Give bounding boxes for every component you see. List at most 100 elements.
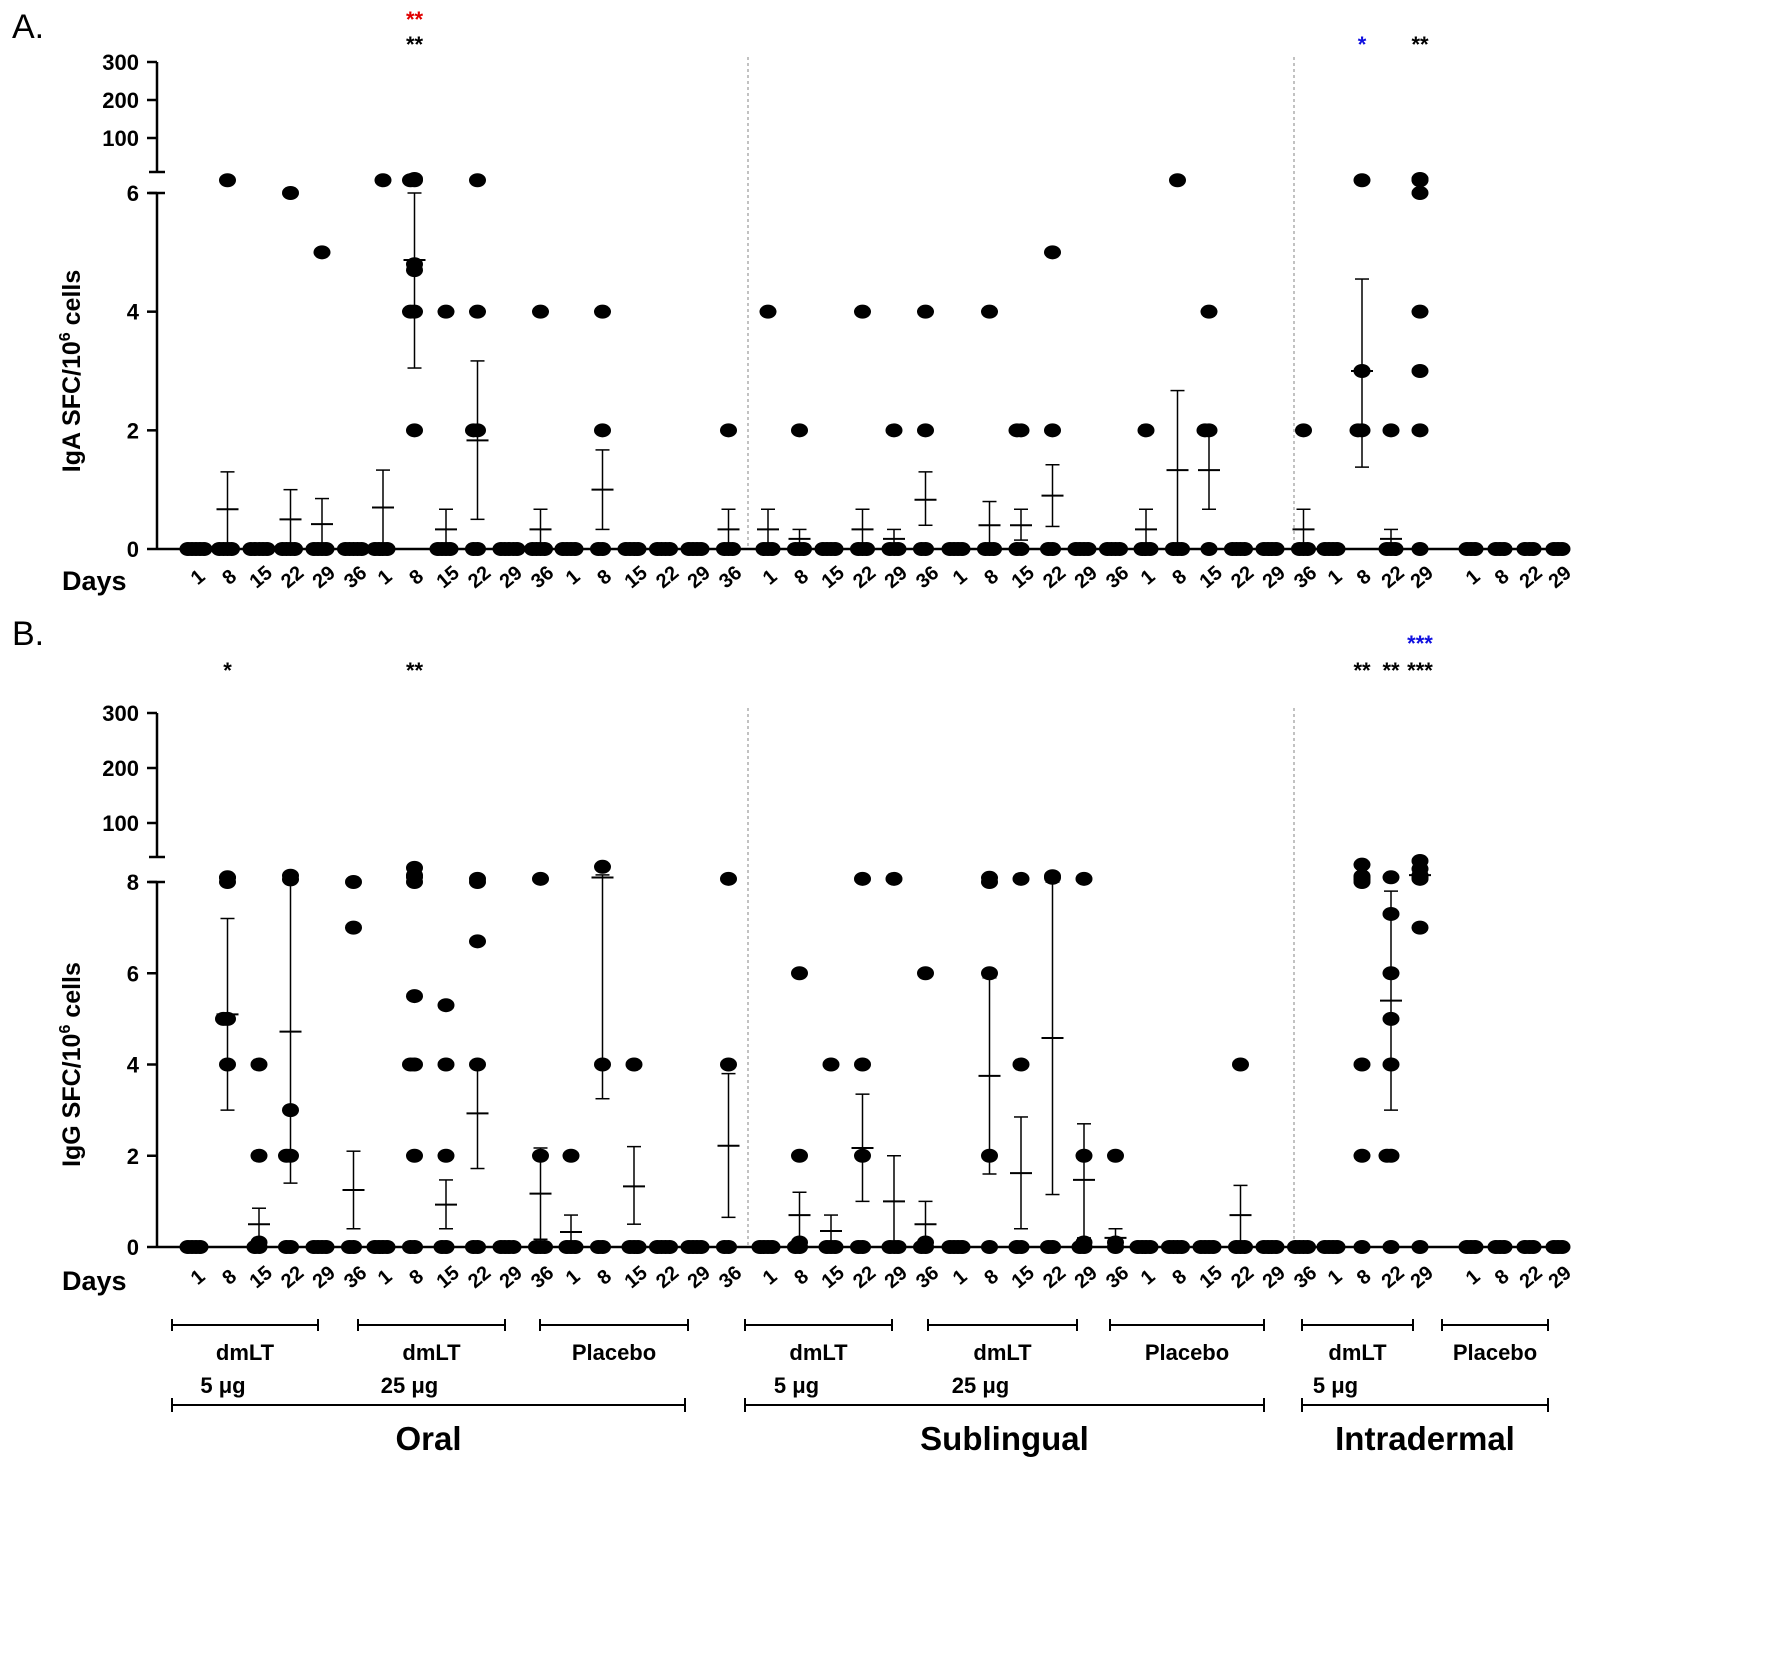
x-tick-label: 15 — [433, 1262, 464, 1293]
data-point — [1075, 1235, 1093, 1250]
data-point — [826, 1240, 844, 1254]
x-tick-label: 29 — [1545, 562, 1576, 593]
data-point — [720, 423, 737, 438]
route-label: Intradermal — [1335, 1420, 1515, 1457]
x-tick-label: 15 — [1008, 1262, 1039, 1293]
data-point — [1553, 542, 1571, 556]
x-tick-label: 15 — [1196, 1262, 1227, 1293]
y-tick-label: 4 — [127, 1053, 140, 1078]
data-point — [1378, 1148, 1396, 1163]
data-point — [469, 934, 486, 949]
data-point — [1008, 542, 1026, 556]
x-tick-label: 36 — [1102, 1262, 1133, 1293]
x-tick-label: 22 — [1227, 1262, 1258, 1293]
data-point — [465, 423, 482, 438]
significance-marker: ** — [406, 658, 424, 683]
y-tick-label: 4 — [127, 300, 140, 325]
x-tick-label: 1 — [759, 565, 782, 589]
data-point — [504, 1240, 522, 1254]
significance-marker: ** — [1353, 658, 1371, 683]
route-label: Sublingual — [920, 1420, 1089, 1457]
x-tick-label: 22 — [1039, 562, 1070, 593]
data-point — [692, 542, 710, 556]
data-point — [465, 542, 482, 556]
data-point — [590, 1240, 607, 1254]
data-point — [366, 542, 384, 556]
data-point — [1382, 870, 1400, 885]
y-tick-label: 2 — [127, 418, 139, 443]
data-point — [1099, 542, 1116, 556]
y-axis-label: IgG SFC/106 cells — [57, 962, 86, 1167]
data-point — [374, 173, 392, 188]
x-tick-label: 1 — [562, 1265, 585, 1289]
data-point — [826, 542, 844, 556]
data-point — [1411, 423, 1429, 438]
data-point — [1012, 871, 1030, 886]
data-point — [1553, 1240, 1571, 1254]
data-point — [353, 542, 370, 556]
data-point — [692, 1240, 710, 1254]
dose-label-line1: Placebo — [1453, 1340, 1537, 1365]
data-point — [759, 304, 777, 319]
data-point — [1075, 871, 1093, 886]
x-tick-label: 15 — [1196, 562, 1227, 593]
data-point — [1466, 542, 1484, 556]
x-tick-label: 36 — [715, 562, 746, 593]
data-point — [282, 868, 299, 883]
y-tick-label: 300 — [102, 701, 139, 726]
data-point — [1067, 542, 1085, 556]
data-point — [917, 304, 934, 319]
y-axis-label-main: IgA SFC/10 — [58, 341, 86, 472]
data-point — [532, 304, 549, 319]
data-point — [1079, 542, 1097, 556]
data-point — [763, 542, 781, 556]
data-point — [250, 1235, 268, 1250]
data-point — [345, 875, 362, 889]
dose-label-line1: Placebo — [572, 1340, 656, 1365]
data-point — [854, 304, 871, 319]
x-tick-label: 36 — [340, 562, 371, 593]
data-point — [1267, 1240, 1285, 1254]
dose-label-line2: 5 μg — [200, 1373, 245, 1398]
data-point — [1316, 542, 1334, 556]
dose-label-line1: dmLT — [216, 1340, 275, 1365]
x-tick-label: 29 — [684, 1262, 715, 1293]
data-point — [590, 542, 607, 556]
data-point — [258, 542, 276, 556]
x-tick-label: 29 — [1407, 1262, 1438, 1293]
data-point — [305, 542, 323, 556]
data-point — [953, 1240, 971, 1254]
x-tick-label: 22 — [652, 562, 683, 593]
dose-label-line2: 25 μg — [381, 1373, 438, 1398]
y-tick-label: 0 — [127, 1235, 139, 1260]
data-point — [492, 542, 510, 556]
data-point — [1236, 542, 1253, 556]
data-point — [594, 423, 611, 438]
data-point — [795, 542, 812, 556]
x-tick-label: 1 — [562, 565, 585, 589]
x-tick-label: 15 — [621, 562, 652, 593]
data-point — [1411, 1240, 1429, 1254]
data-point — [1255, 1240, 1273, 1254]
data-point — [1353, 1240, 1371, 1254]
x-tick-label: 29 — [684, 562, 715, 593]
x-tick-label: 36 — [912, 562, 943, 593]
x-tick-label: 1 — [1324, 565, 1347, 589]
data-point — [1137, 423, 1155, 438]
significance-marker: *** — [1407, 658, 1433, 683]
x-tick-label: 8 — [1491, 1265, 1514, 1289]
data-point — [406, 989, 423, 1004]
x-tick-label: 29 — [1071, 1262, 1102, 1293]
data-point — [179, 542, 197, 556]
data-point — [469, 871, 486, 886]
x-tick-label: 22 — [652, 1262, 683, 1293]
data-point — [617, 542, 635, 556]
panel-label: B. — [12, 615, 44, 653]
x-tick-label: 1 — [759, 1265, 782, 1289]
data-point — [242, 542, 260, 556]
significance-marker: ** — [406, 32, 424, 57]
data-point — [981, 870, 998, 885]
y-axis-label-tail: cells — [58, 962, 86, 1025]
data-point — [429, 542, 447, 556]
data-point — [437, 304, 455, 319]
